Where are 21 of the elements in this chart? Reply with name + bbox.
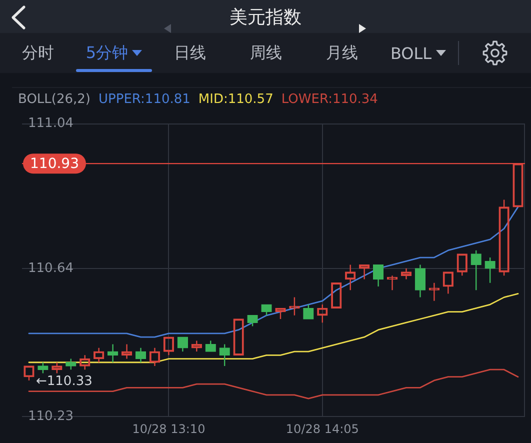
text: BOLL: [390, 44, 432, 62]
x-tick-label: 10/28 14:05: [286, 422, 359, 436]
text: MID:110.57: [198, 92, 274, 107]
text: 周线: [250, 42, 282, 64]
text: 月线: [326, 42, 358, 64]
y-tick-label: 110.64: [28, 260, 74, 276]
text: 分时: [22, 42, 54, 64]
ref-line-label: 110.93: [30, 156, 79, 172]
legend-title: BOLL(26,2): [18, 92, 90, 107]
text: LOWER:110.34: [281, 92, 378, 107]
candlestick: [289, 296, 300, 316]
text: 5分钟: [86, 42, 128, 64]
candlestick: [414, 264, 426, 298]
text: UPPER:110.81: [98, 92, 190, 107]
annotation: ←110.33: [36, 374, 92, 389]
y-tick-label: 111.04: [28, 116, 74, 132]
candlestick: [386, 275, 398, 291]
x-tick-label: 10/28 13:10: [132, 422, 206, 436]
text: 日线: [174, 42, 206, 64]
y-tick-label: 110.23: [28, 408, 74, 424]
chart-title: 美元指数: [230, 7, 302, 28]
